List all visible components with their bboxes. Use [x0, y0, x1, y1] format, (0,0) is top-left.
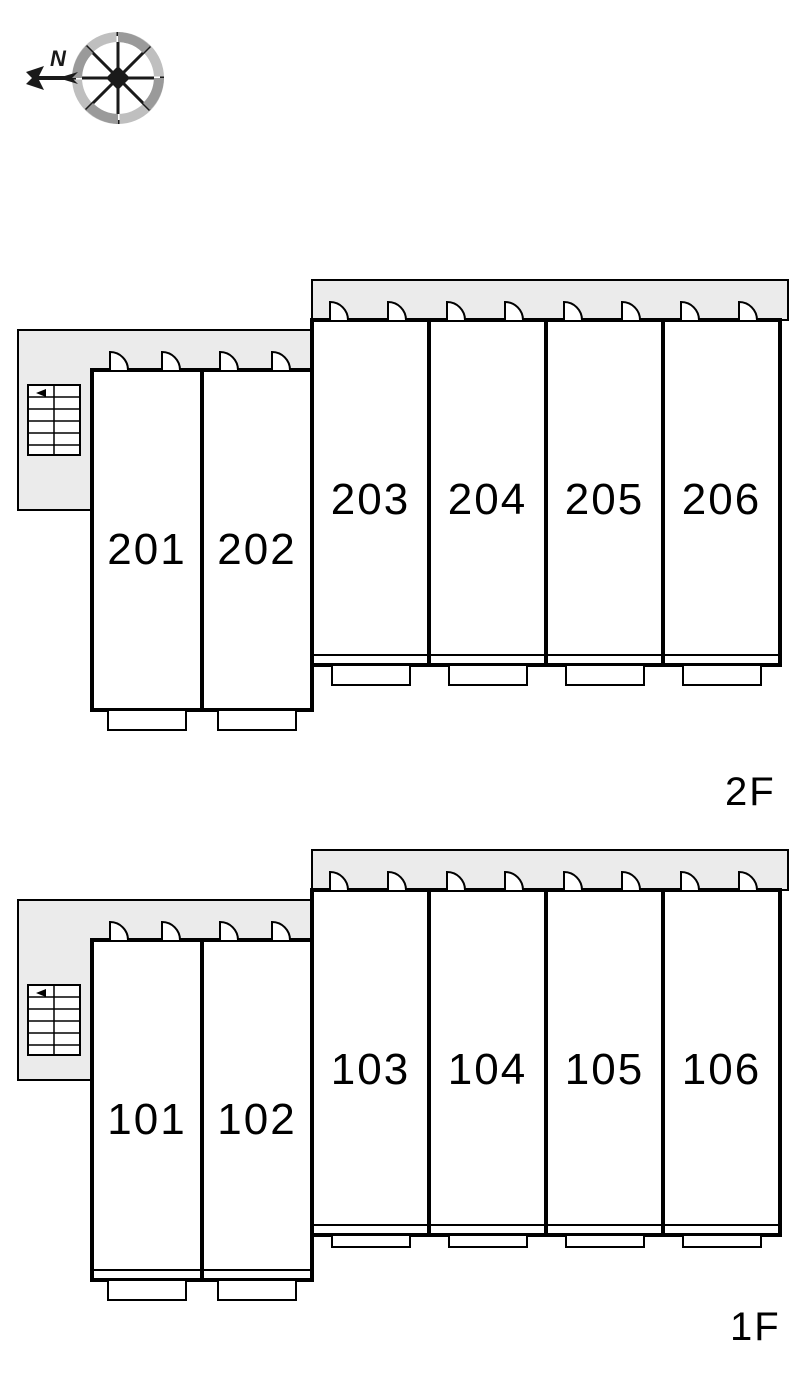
- unit-201-label: 201: [92, 525, 202, 575]
- floor-1f-label: 1F: [730, 1305, 781, 1350]
- unit-103-label: 103: [312, 1045, 429, 1095]
- unit-205-label: 205: [546, 475, 663, 525]
- unit-105-label: 105: [546, 1045, 663, 1095]
- floor-2f-label: 2F: [725, 770, 776, 815]
- floorplan-canvas: N: [0, 0, 800, 1373]
- unit-104-label: 104: [429, 1045, 546, 1095]
- stairs-icon: [28, 985, 80, 1055]
- unit-202-label: 202: [202, 525, 312, 575]
- floor-2f: 201 202 203 204 205 206: [10, 260, 790, 770]
- unit-206-label: 206: [663, 475, 780, 525]
- north-label-text: N: [50, 46, 67, 71]
- unit-102-label: 102: [202, 1095, 312, 1145]
- unit-101-label: 101: [92, 1095, 202, 1145]
- unit-204-label: 204: [429, 475, 546, 525]
- stairs-icon: [28, 385, 80, 455]
- compass-rose: N: [18, 18, 178, 138]
- unit-203-label: 203: [312, 475, 429, 525]
- unit-106-label: 106: [663, 1045, 780, 1095]
- floor-1f: 101 102 103 104 105 106: [10, 830, 790, 1340]
